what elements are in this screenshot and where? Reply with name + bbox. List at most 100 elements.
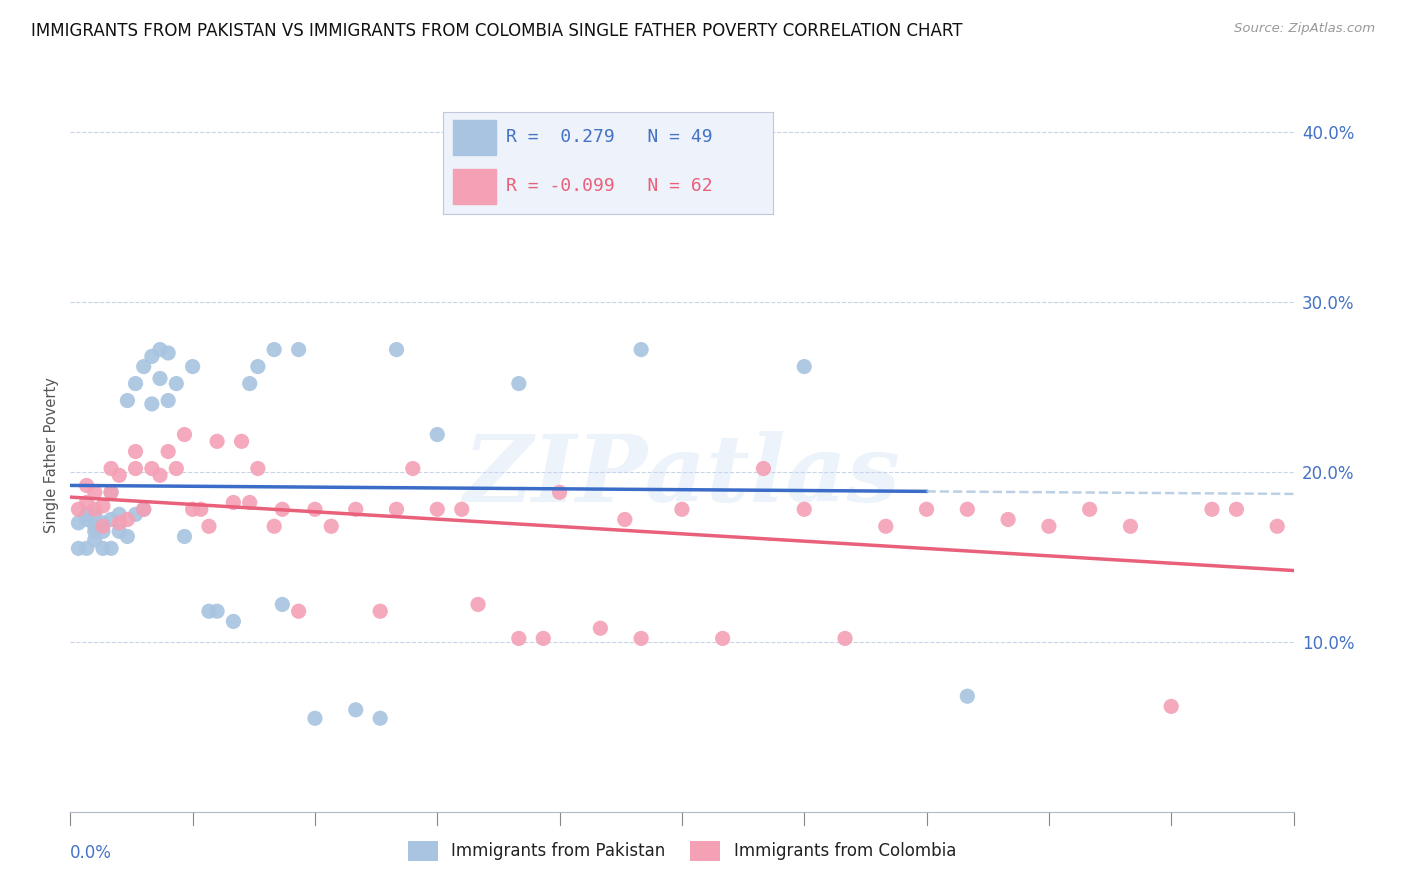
Point [141, 350, 163, 364]
Point [91, 519, 114, 533]
Point [157, 393, 180, 408]
Point [239, 376, 262, 391]
Point [271, 598, 294, 612]
Point [83, 508, 105, 522]
Point [1119, 519, 1142, 533]
Point [117, 393, 139, 408]
Point [531, 632, 554, 646]
Point [793, 502, 815, 516]
Point [450, 502, 472, 516]
Point [271, 502, 294, 516]
Point [67, 516, 90, 530]
Point [91, 499, 114, 513]
Point [613, 512, 636, 526]
Point [141, 461, 163, 475]
Point [426, 427, 449, 442]
Point [287, 604, 309, 618]
Point [76, 541, 98, 556]
Point [1038, 519, 1060, 533]
Legend: Immigrants from Pakistan, Immigrants from Colombia: Immigrants from Pakistan, Immigrants fro… [401, 834, 963, 868]
Point [165, 461, 187, 475]
Point [875, 519, 897, 533]
Point [91, 541, 114, 556]
Point [793, 359, 815, 374]
Point [344, 502, 367, 516]
Text: 0.0%: 0.0% [70, 844, 112, 862]
Point [321, 519, 343, 533]
Point [263, 343, 285, 357]
Point [997, 512, 1019, 526]
Text: ZIPatlas: ZIPatlas [464, 432, 900, 521]
Point [83, 519, 105, 533]
Point [149, 371, 172, 385]
Point [181, 359, 204, 374]
Point [426, 502, 449, 516]
Point [141, 397, 163, 411]
Point [132, 502, 155, 516]
Point [132, 502, 155, 516]
Point [76, 478, 98, 492]
Point [205, 434, 228, 449]
Point [246, 359, 269, 374]
Point [108, 468, 131, 483]
Point [124, 508, 146, 522]
Point [198, 519, 221, 533]
Point [190, 502, 212, 516]
Point [508, 376, 530, 391]
Point [1078, 502, 1101, 516]
Point [385, 502, 408, 516]
Point [1265, 519, 1288, 533]
Point [304, 711, 326, 725]
Point [915, 502, 938, 516]
Point [1160, 699, 1182, 714]
Text: R = -0.099   N = 62: R = -0.099 N = 62 [506, 177, 713, 194]
Point [402, 461, 425, 475]
Point [117, 512, 139, 526]
Point [173, 529, 195, 543]
Point [67, 541, 90, 556]
Point [108, 524, 131, 539]
Point [91, 524, 114, 539]
Point [83, 524, 105, 539]
Point [508, 632, 530, 646]
Point [100, 485, 122, 500]
Point [752, 461, 775, 475]
Point [91, 516, 114, 530]
Bar [453, 169, 496, 204]
Point [385, 343, 408, 357]
Point [124, 444, 146, 458]
Point [205, 604, 228, 618]
Point [100, 512, 122, 526]
Point [834, 632, 856, 646]
Text: IMMIGRANTS FROM PAKISTAN VS IMMIGRANTS FROM COLOMBIA SINGLE FATHER POVERTY CORRE: IMMIGRANTS FROM PAKISTAN VS IMMIGRANTS F… [31, 22, 963, 40]
Point [76, 508, 98, 522]
Point [368, 711, 391, 725]
Point [1225, 502, 1247, 516]
Point [76, 512, 98, 526]
Point [173, 427, 195, 442]
Point [83, 502, 105, 516]
Point [467, 598, 489, 612]
Point [181, 502, 204, 516]
Point [108, 508, 131, 522]
Point [83, 533, 105, 547]
Point [83, 485, 105, 500]
Point [344, 703, 367, 717]
Point [548, 485, 571, 500]
Point [368, 604, 391, 618]
Point [198, 604, 221, 618]
Point [157, 346, 180, 360]
Point [231, 434, 253, 449]
Point [100, 485, 122, 500]
Point [117, 529, 139, 543]
Point [132, 359, 155, 374]
Point [67, 502, 90, 516]
Point [76, 495, 98, 509]
Point [263, 519, 285, 533]
Point [630, 343, 652, 357]
Point [222, 495, 245, 509]
Point [671, 502, 693, 516]
Point [149, 468, 172, 483]
Point [304, 502, 326, 516]
Point [287, 343, 309, 357]
